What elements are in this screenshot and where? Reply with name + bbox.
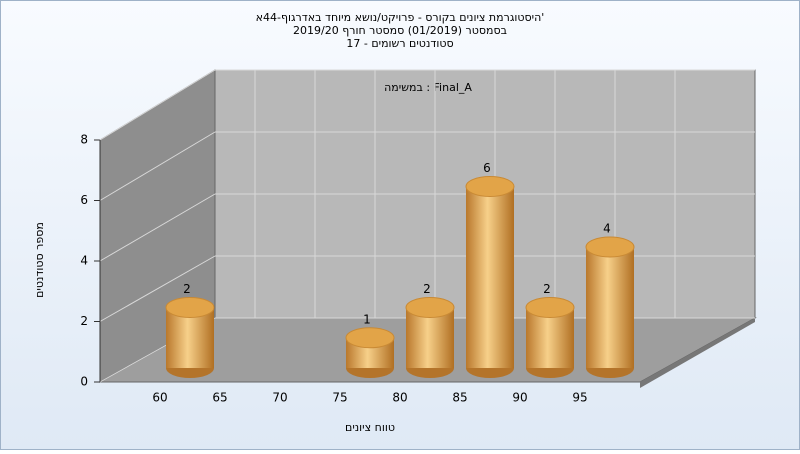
x-axis-label: טווח ציונים [345, 421, 395, 434]
x-tick-label: 75 [332, 391, 347, 405]
bar-top [465, 176, 515, 197]
grid-line [99, 193, 216, 262]
annotation: במשימה : Final_A [384, 81, 472, 94]
bar-top [345, 327, 395, 349]
x-tick-label: 70 [272, 391, 287, 405]
data-label: 2 [543, 282, 551, 296]
y-tick-label: 2 [80, 314, 88, 328]
y-axis-label: מספר סטודנטים [33, 222, 46, 298]
data-label: 2 [423, 282, 431, 296]
chart-subtitle: סטודנטים רשומים - 17 [346, 37, 453, 50]
bar [586, 247, 634, 368]
y-tick-label: 8 [80, 133, 88, 147]
grid-line [99, 255, 216, 322]
x-tick-label: 65 [212, 391, 227, 405]
y-tick-label: 4 [80, 254, 88, 268]
bar-top [585, 236, 635, 258]
bar-top [525, 297, 575, 318]
data-label: 6 [483, 161, 491, 175]
data-label: 4 [603, 222, 611, 236]
bar [466, 186, 514, 368]
x-tick-label: 80 [392, 391, 407, 405]
grid-line [99, 69, 216, 141]
x-tick-label: 85 [452, 391, 467, 405]
chart-subtitle: בסמסטר (01/2019) סמסטר חורף 2019/20 [293, 24, 507, 37]
floor-edge [640, 318, 755, 388]
y-tick-label: 0 [80, 375, 88, 389]
bar-top [405, 297, 455, 318]
data-label: 2 [183, 282, 191, 296]
data-label: 1 [363, 312, 371, 326]
y-tick-label: 6 [80, 193, 88, 207]
bar-top [165, 297, 215, 318]
chart-title: היסטוגרמת ציונים בקורס - פרויקט/נושא מיו… [256, 11, 545, 24]
x-tick-label: 95 [572, 391, 587, 405]
x-tick-label: 90 [512, 391, 527, 405]
x-tick-label: 60 [152, 391, 167, 405]
grid-line [99, 131, 216, 201]
